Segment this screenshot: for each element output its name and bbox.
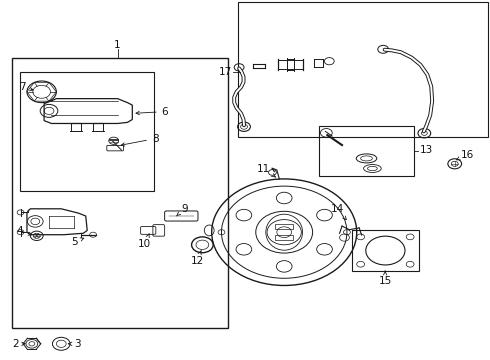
- Text: 11: 11: [257, 164, 275, 177]
- Text: 14: 14: [330, 204, 346, 220]
- Bar: [318, 126, 414, 176]
- Bar: [20, 72, 154, 191]
- Text: 13: 13: [419, 145, 433, 156]
- Text: 4: 4: [17, 226, 32, 236]
- Text: 17: 17: [219, 67, 232, 77]
- Bar: [275, 235, 293, 240]
- Text: 2: 2: [12, 339, 25, 349]
- Text: 7: 7: [19, 82, 33, 93]
- Bar: [352, 230, 419, 271]
- Text: 5: 5: [71, 237, 84, 247]
- Text: 15: 15: [378, 271, 392, 287]
- Text: 9: 9: [176, 204, 188, 216]
- Bar: [12, 58, 228, 328]
- Text: 16: 16: [457, 150, 474, 160]
- Text: 10: 10: [138, 234, 151, 249]
- Text: 3: 3: [69, 339, 81, 349]
- Bar: [275, 224, 293, 229]
- Text: 8: 8: [121, 134, 159, 146]
- Text: 6: 6: [136, 107, 169, 117]
- Text: 1: 1: [114, 40, 121, 50]
- Bar: [238, 2, 488, 137]
- Text: 12: 12: [190, 250, 204, 266]
